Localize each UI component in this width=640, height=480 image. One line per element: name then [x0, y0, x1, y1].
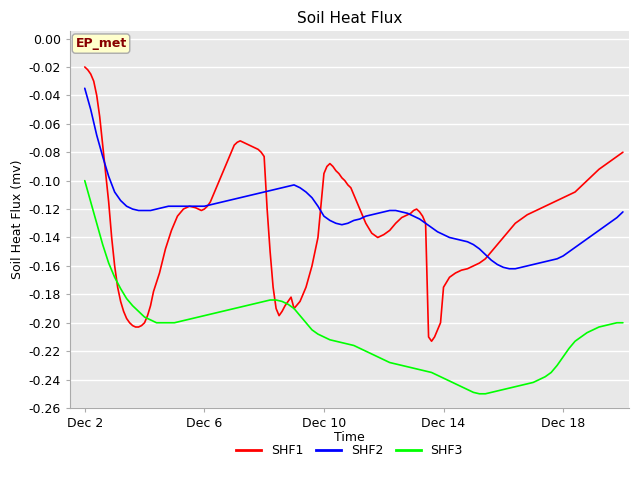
SHF1	[619, 149, 627, 155]
SHF2	[541, 259, 549, 264]
SHF3	[541, 374, 549, 380]
SHF1	[431, 334, 438, 340]
SHF3	[218, 309, 226, 314]
SHF3	[476, 391, 483, 396]
SHF2	[218, 199, 226, 205]
Title: Soil Heat Flux: Soil Heat Flux	[297, 11, 402, 26]
SHF2	[506, 266, 513, 272]
SHF2	[619, 209, 627, 215]
SHF3	[81, 178, 88, 183]
Line: SHF3: SHF3	[84, 180, 623, 394]
SHF3	[607, 321, 615, 327]
Text: EP_met: EP_met	[76, 37, 127, 50]
SHF1	[96, 114, 104, 120]
SHF2	[147, 208, 154, 214]
SHF1	[81, 64, 88, 70]
SHF3	[207, 312, 214, 317]
Line: SHF2: SHF2	[84, 88, 623, 269]
SHF2	[613, 215, 621, 220]
SHF1	[150, 288, 157, 294]
Line: SHF1: SHF1	[84, 67, 623, 341]
SHF1	[374, 235, 381, 240]
SHF3	[619, 320, 627, 325]
SHF1	[428, 338, 435, 344]
SHF3	[147, 317, 154, 323]
Legend: SHF1, SHF2, SHF3: SHF1, SHF2, SHF3	[231, 439, 468, 462]
SHF2	[607, 219, 615, 225]
SHF3	[613, 320, 621, 325]
Y-axis label: Soil Heat Flux (mv): Soil Heat Flux (mv)	[11, 160, 24, 279]
SHF1	[452, 270, 460, 276]
SHF1	[341, 178, 349, 183]
SHF2	[207, 202, 214, 208]
X-axis label: Time: Time	[334, 432, 365, 444]
SHF2	[81, 85, 88, 91]
